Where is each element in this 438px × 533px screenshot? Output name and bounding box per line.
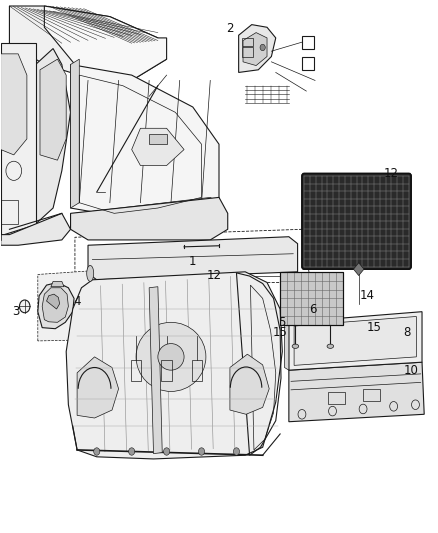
Polygon shape bbox=[239, 25, 276, 72]
Text: 5: 5 bbox=[279, 316, 286, 329]
Polygon shape bbox=[51, 281, 64, 287]
Polygon shape bbox=[294, 317, 417, 366]
Bar bbox=[1, 200, 18, 224]
Circle shape bbox=[163, 448, 170, 455]
Polygon shape bbox=[230, 354, 269, 414]
Polygon shape bbox=[132, 128, 184, 165]
Polygon shape bbox=[149, 134, 166, 144]
Text: 6: 6 bbox=[309, 303, 317, 316]
Polygon shape bbox=[289, 312, 422, 370]
Circle shape bbox=[94, 448, 100, 455]
Polygon shape bbox=[353, 263, 364, 276]
Polygon shape bbox=[243, 33, 267, 66]
Bar bbox=[192, 360, 202, 381]
FancyBboxPatch shape bbox=[302, 173, 411, 269]
Polygon shape bbox=[42, 288, 68, 322]
Polygon shape bbox=[1, 43, 35, 235]
Polygon shape bbox=[1, 213, 71, 245]
Polygon shape bbox=[38, 282, 74, 329]
Circle shape bbox=[198, 448, 205, 455]
Polygon shape bbox=[10, 6, 166, 80]
Polygon shape bbox=[149, 287, 162, 454]
Text: 15: 15 bbox=[273, 326, 288, 340]
Text: 8: 8 bbox=[403, 326, 410, 340]
Polygon shape bbox=[71, 59, 79, 208]
Polygon shape bbox=[71, 197, 228, 240]
Polygon shape bbox=[38, 266, 160, 341]
Circle shape bbox=[19, 300, 30, 313]
Text: 4: 4 bbox=[73, 295, 81, 308]
Polygon shape bbox=[35, 49, 71, 224]
Ellipse shape bbox=[292, 344, 299, 349]
Polygon shape bbox=[88, 237, 297, 280]
Text: 12: 12 bbox=[207, 269, 222, 282]
Circle shape bbox=[260, 44, 265, 51]
Bar bbox=[242, 38, 253, 46]
Text: 15: 15 bbox=[367, 321, 381, 334]
Polygon shape bbox=[77, 357, 119, 418]
Text: 12: 12 bbox=[384, 167, 399, 180]
Ellipse shape bbox=[327, 344, 334, 349]
Ellipse shape bbox=[136, 322, 206, 391]
Bar bbox=[242, 47, 253, 56]
Polygon shape bbox=[75, 197, 219, 224]
Bar bbox=[280, 272, 343, 325]
Polygon shape bbox=[71, 64, 219, 219]
Polygon shape bbox=[1, 54, 27, 155]
Polygon shape bbox=[40, 59, 66, 160]
Polygon shape bbox=[285, 320, 289, 370]
Polygon shape bbox=[46, 294, 60, 309]
Text: 10: 10 bbox=[404, 364, 419, 377]
Ellipse shape bbox=[158, 344, 184, 370]
Circle shape bbox=[233, 448, 240, 455]
Text: 1: 1 bbox=[189, 255, 197, 268]
Bar bbox=[328, 392, 345, 403]
Text: 2: 2 bbox=[226, 22, 233, 35]
Ellipse shape bbox=[87, 265, 94, 281]
Circle shape bbox=[129, 448, 135, 455]
Bar bbox=[161, 360, 172, 381]
Text: 14: 14 bbox=[360, 289, 375, 302]
Bar bbox=[131, 360, 141, 381]
Polygon shape bbox=[44, 6, 166, 80]
Bar bbox=[363, 389, 380, 401]
Polygon shape bbox=[66, 272, 283, 459]
Bar bbox=[280, 272, 343, 325]
Polygon shape bbox=[289, 362, 424, 422]
Text: 3: 3 bbox=[12, 305, 20, 318]
